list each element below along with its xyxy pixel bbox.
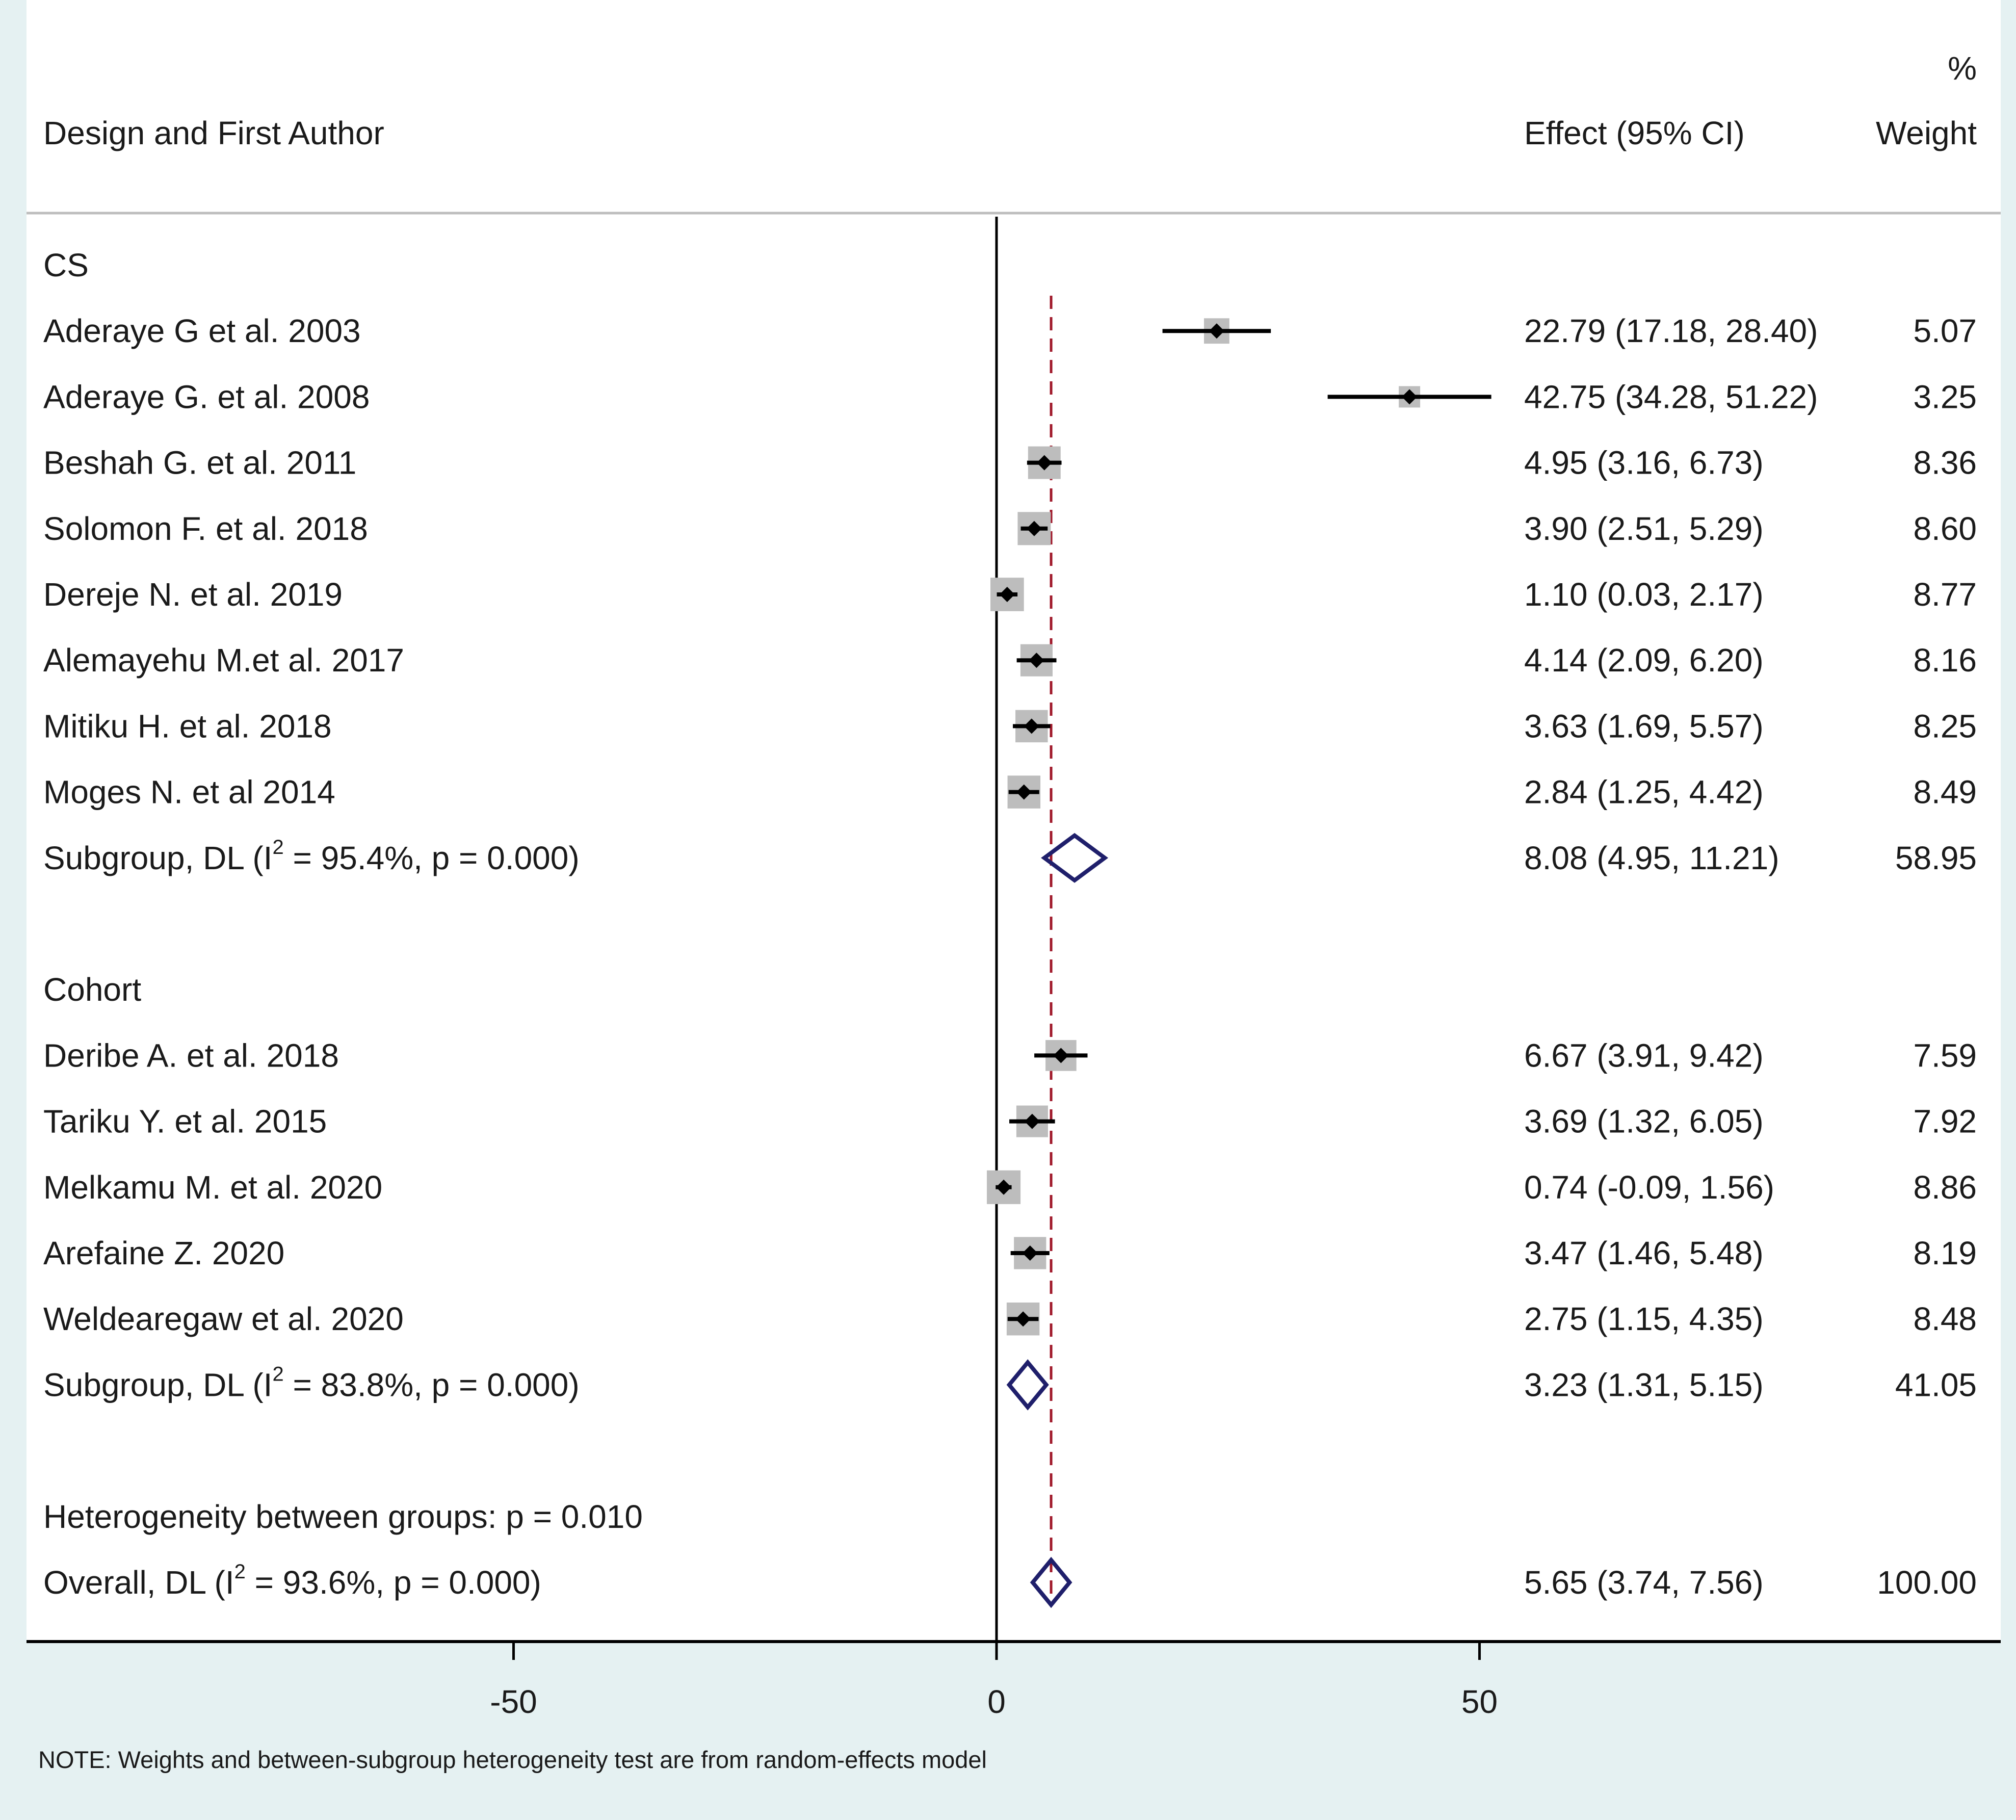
study-label: Weldearegaw et al. 2020: [43, 1301, 404, 1337]
study-weight: 5.07: [1913, 313, 1977, 349]
study-effect-ci: 2.84 (1.25, 4.42): [1524, 774, 1764, 811]
subgroup-effect-ci: 3.23 (1.31, 5.15): [1524, 1366, 1764, 1403]
study-weight: 7.92: [1913, 1103, 1977, 1140]
study-effect-ci: 3.47 (1.46, 5.48): [1524, 1235, 1764, 1271]
study-weight: 3.25: [1913, 378, 1977, 415]
study-label: Mitiku H. et al. 2018: [43, 708, 332, 744]
x-axis-tick-label: 0: [987, 1683, 1006, 1720]
study-weight: 8.48: [1913, 1301, 1977, 1337]
study-label: Solomon F. et al. 2018: [43, 510, 368, 547]
heterogeneity-note: Heterogeneity between groups: p = 0.010: [43, 1498, 643, 1535]
header-weight-column: Weight: [1876, 115, 1977, 151]
study-effect-ci: 22.79 (17.18, 28.40): [1524, 313, 1818, 349]
study-point-estimate: [1026, 521, 1042, 536]
study-label: Moges N. et al 2014: [43, 774, 335, 811]
subgroup-label: Subgroup, DL (I2 = 95.4%, p = 0.000): [43, 836, 580, 876]
label-part: Subgroup, DL (I: [43, 1366, 272, 1403]
plot-panel: [27, 0, 2001, 1642]
study-effect-ci: 6.67 (3.91, 9.42): [1524, 1037, 1764, 1074]
study-point-estimate: [1402, 389, 1418, 405]
study-label: Alemayehu M.et al. 2017: [43, 642, 404, 679]
label-part: = 95.4%, p = 0.000): [284, 840, 580, 876]
study-weight: 8.16: [1913, 642, 1977, 679]
study-label: Dereje N. et al. 2019: [43, 576, 343, 613]
study-point-estimate: [996, 1179, 1012, 1195]
overall-diamond: [1030, 1556, 1072, 1608]
study-label: Aderaye G. et al. 2008: [43, 378, 370, 415]
header-study-column: Design and First Author: [43, 115, 384, 151]
study-point-estimate: [1036, 455, 1052, 471]
label-part: Subgroup, DL (I: [43, 840, 272, 876]
study-weight: 8.77: [1913, 576, 1977, 613]
study-label: Arefaine Z. 2020: [43, 1235, 284, 1271]
x-axis-tick-label: 50: [1461, 1683, 1498, 1720]
superscript-2: 2: [234, 1561, 246, 1583]
label-part: Overall, DL (I: [43, 1564, 234, 1601]
study-effect-ci: 42.75 (34.28, 51.22): [1524, 378, 1818, 415]
header-effect-column: Effect (95% CI): [1524, 115, 1745, 151]
footnote: NOTE: Weights and between-subgroup heter…: [38, 1746, 987, 1773]
study-effect-ci: 0.74 (-0.09, 1.56): [1524, 1169, 1774, 1206]
study-effect-ci: 3.63 (1.69, 5.57): [1524, 708, 1764, 744]
study-label: Tariku Y. et al. 2015: [43, 1103, 327, 1140]
study-weight: 8.19: [1913, 1235, 1977, 1271]
study-effect-ci: 3.90 (2.51, 5.29): [1524, 510, 1764, 547]
label-part: = 83.8%, p = 0.000): [284, 1366, 580, 1403]
study-effect-ci: 1.10 (0.03, 2.17): [1524, 576, 1764, 613]
study-label: Beshah G. et al. 2011: [43, 445, 356, 481]
study-effect-ci: 4.95 (3.16, 6.73): [1524, 445, 1764, 481]
study-label: Melkamu M. et al. 2020: [43, 1169, 382, 1206]
study-point-estimate: [1016, 784, 1032, 800]
overall-effect-ci: 5.65 (3.74, 7.56): [1524, 1564, 1764, 1601]
group-label: Cohort: [43, 971, 141, 1008]
study-effect-ci: 3.69 (1.32, 6.05): [1524, 1103, 1764, 1140]
label-part: = 93.6%, p = 0.000): [246, 1564, 541, 1601]
group-label: CS: [43, 247, 89, 283]
superscript-2: 2: [272, 836, 283, 859]
subgroup-label: Subgroup, DL (I2 = 83.8%, p = 0.000): [43, 1363, 580, 1403]
study-point-estimate: [1209, 323, 1224, 339]
study-point-estimate: [1024, 1113, 1040, 1129]
study-effect-ci: 2.75 (1.15, 4.35): [1524, 1301, 1764, 1337]
header-weight-percent: %: [1948, 50, 1977, 87]
subgroup-diamond: [1006, 1359, 1049, 1411]
study-weight: 8.49: [1913, 774, 1977, 811]
study-label: Deribe A. et al. 2018: [43, 1037, 339, 1074]
overall-label: Overall, DL (I2 = 93.6%, p = 0.000): [43, 1561, 541, 1601]
subgroup-effect-ci: 8.08 (4.95, 11.21): [1524, 840, 1779, 876]
subgroup-weight: 58.95: [1895, 840, 1977, 876]
study-point-estimate: [1053, 1048, 1069, 1063]
study-point-estimate: [999, 587, 1015, 602]
study-weight: 8.25: [1913, 708, 1977, 744]
x-axis-tick-label: -50: [490, 1683, 537, 1720]
overall-weight: 100.00: [1877, 1564, 1977, 1601]
study-point-estimate: [1022, 1245, 1038, 1261]
study-weight: 8.36: [1913, 445, 1977, 481]
study-point-estimate: [1015, 1311, 1031, 1327]
study-weight: 8.86: [1913, 1169, 1977, 1206]
superscript-2: 2: [272, 1363, 283, 1385]
study-point-estimate: [1024, 718, 1039, 734]
subgroup-weight: 41.05: [1895, 1366, 1977, 1403]
study-point-estimate: [1029, 653, 1044, 668]
study-effect-ci: 4.14 (2.09, 6.20): [1524, 642, 1764, 679]
subgroup-diamond: [1041, 833, 1109, 883]
study-label: Aderaye G et al. 2003: [43, 313, 361, 349]
study-weight: 7.59: [1913, 1037, 1977, 1074]
study-weight: 8.60: [1913, 510, 1977, 547]
